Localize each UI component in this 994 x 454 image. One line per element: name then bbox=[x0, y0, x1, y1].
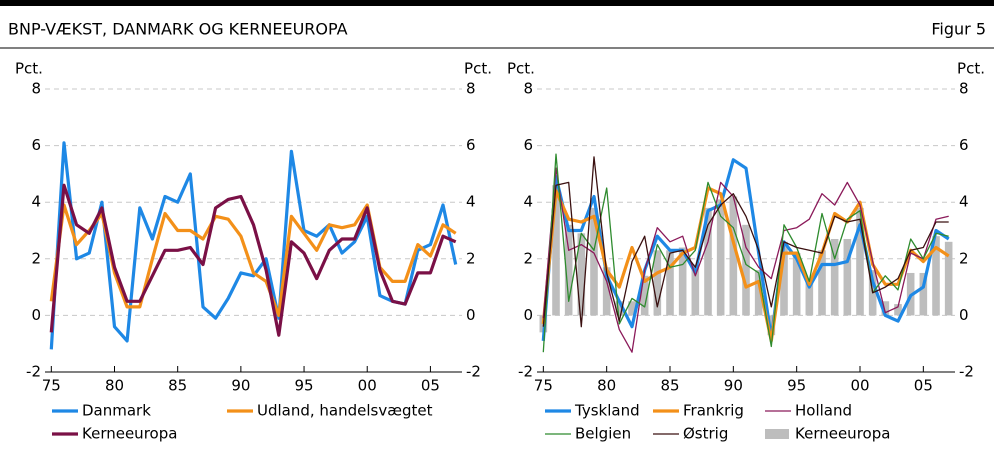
y2-tick-label: 8 bbox=[466, 80, 476, 98]
bar bbox=[843, 238, 852, 316]
bar bbox=[729, 196, 738, 316]
x-tick-label: 85 bbox=[660, 377, 679, 395]
x-tick-label: 95 bbox=[787, 377, 806, 395]
y2-tick-label: 0 bbox=[466, 306, 476, 324]
y2-tick-label: 6 bbox=[466, 136, 476, 154]
line-series bbox=[49, 183, 457, 337]
bar bbox=[704, 207, 712, 316]
x-tick-label: 90 bbox=[231, 377, 250, 395]
y2-tick-label: 2 bbox=[959, 249, 969, 267]
y2-tick-label: -2 bbox=[466, 363, 481, 381]
legend-label: Østrig bbox=[683, 425, 728, 443]
y-tick-label: 2 bbox=[31, 249, 41, 267]
y2-tick-label: 4 bbox=[466, 193, 476, 211]
bar bbox=[932, 236, 940, 316]
y2-tick-label: 2 bbox=[466, 249, 476, 267]
line-series bbox=[542, 153, 949, 353]
x-tick-label: 75 bbox=[42, 377, 61, 395]
line-series bbox=[541, 186, 950, 343]
legend-label: Belgien bbox=[575, 425, 631, 443]
line-series bbox=[49, 141, 458, 350]
bar bbox=[590, 207, 598, 316]
figure-title: BNP-VÆKST, DANMARK OG KERNEEUROPA bbox=[8, 20, 348, 39]
top-rule bbox=[0, 0, 994, 6]
line-series bbox=[542, 156, 949, 328]
bar bbox=[653, 250, 662, 316]
y-tick-label: 4 bbox=[523, 193, 533, 211]
bar bbox=[944, 241, 953, 316]
bar bbox=[602, 267, 611, 316]
bar bbox=[628, 301, 636, 316]
y-tick-label: 8 bbox=[31, 80, 41, 98]
line-series bbox=[49, 203, 457, 317]
figure-number: Figur 5 bbox=[931, 20, 986, 39]
y-tick-label: -2 bbox=[518, 363, 533, 381]
legend-label: Kerneeuropa bbox=[82, 425, 177, 443]
bar bbox=[640, 275, 649, 316]
bar bbox=[830, 238, 839, 316]
bar bbox=[818, 250, 826, 316]
bar bbox=[742, 224, 750, 316]
y-tick-label: -2 bbox=[26, 363, 41, 381]
bar bbox=[767, 315, 776, 336]
y-tick-label: 8 bbox=[523, 80, 533, 98]
x-tick-label: 05 bbox=[421, 377, 440, 395]
bar bbox=[564, 224, 573, 316]
x-tick-label: 95 bbox=[294, 377, 313, 395]
y-tick-label: 4 bbox=[31, 193, 41, 211]
bar bbox=[577, 233, 586, 316]
legend-label: Kerneeuropa bbox=[795, 425, 890, 443]
legend-label: Holland bbox=[795, 402, 852, 420]
legend-swatch bbox=[765, 429, 789, 439]
y-tick-label: 6 bbox=[523, 136, 533, 154]
bar bbox=[919, 272, 928, 316]
y-axis-label: Pct. bbox=[507, 60, 535, 78]
bar bbox=[780, 241, 788, 316]
bar bbox=[691, 264, 700, 316]
y-tick-label: 0 bbox=[31, 306, 41, 324]
line-series bbox=[541, 158, 950, 342]
y-tick-label: 2 bbox=[523, 249, 533, 267]
bar bbox=[792, 253, 801, 316]
legend-label: Frankrig bbox=[683, 402, 744, 420]
legend-label: Tyskland bbox=[574, 402, 640, 420]
y-tick-label: 0 bbox=[523, 306, 533, 324]
y2-tick-label: 4 bbox=[959, 193, 969, 211]
bar bbox=[716, 199, 725, 316]
y2-tick-label: 0 bbox=[959, 306, 969, 324]
y2-axis-label: Pct. bbox=[464, 60, 492, 78]
bar bbox=[615, 301, 624, 316]
y2-axis-label: Pct. bbox=[957, 60, 985, 78]
x-tick-label: 80 bbox=[597, 377, 616, 395]
bar bbox=[856, 207, 864, 316]
bar bbox=[754, 270, 763, 316]
bar bbox=[894, 304, 902, 316]
y2-tick-label: 6 bbox=[959, 136, 969, 154]
legend-label: Danmark bbox=[82, 402, 151, 420]
line-series bbox=[542, 167, 949, 353]
x-tick-label: 85 bbox=[168, 377, 187, 395]
bar bbox=[666, 250, 674, 316]
bar bbox=[805, 278, 814, 316]
x-tick-label: 00 bbox=[358, 377, 377, 395]
bar bbox=[678, 247, 687, 316]
x-tick-label: 00 bbox=[850, 377, 869, 395]
y2-tick-label: -2 bbox=[959, 363, 974, 381]
y2-tick-label: 8 bbox=[959, 80, 969, 98]
y-axis-label: Pct. bbox=[15, 60, 43, 78]
x-tick-label: 90 bbox=[724, 377, 743, 395]
y-tick-label: 6 bbox=[31, 136, 41, 154]
x-tick-label: 75 bbox=[534, 377, 553, 395]
x-tick-label: 05 bbox=[914, 377, 933, 395]
bar bbox=[881, 301, 890, 316]
x-tick-label: 80 bbox=[105, 377, 124, 395]
legend-label: Udland, handelsvægtet bbox=[257, 402, 433, 420]
bar bbox=[552, 185, 560, 316]
